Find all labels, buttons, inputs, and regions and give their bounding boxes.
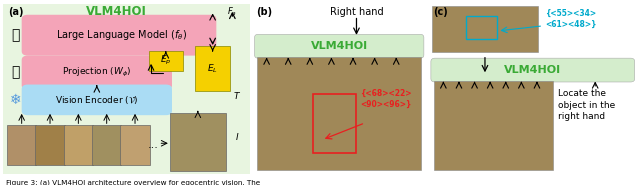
FancyBboxPatch shape	[255, 34, 424, 58]
FancyBboxPatch shape	[170, 113, 226, 171]
Text: $I$: $I$	[235, 131, 239, 142]
Text: VLM4HOI: VLM4HOI	[504, 65, 561, 75]
FancyBboxPatch shape	[92, 125, 122, 164]
FancyBboxPatch shape	[22, 85, 172, 115]
Text: (c): (c)	[433, 7, 448, 17]
FancyBboxPatch shape	[63, 125, 93, 164]
FancyBboxPatch shape	[257, 57, 421, 170]
Text: Right hand: Right hand	[330, 7, 383, 17]
Text: $F_a$: $F_a$	[227, 5, 237, 18]
FancyBboxPatch shape	[195, 46, 230, 90]
FancyBboxPatch shape	[431, 58, 635, 82]
Text: Vision Encoder $(\mathcal{V})$: Vision Encoder $(\mathcal{V})$	[55, 94, 139, 106]
Text: Large Language Model $(f_\theta)$: Large Language Model $(f_\theta)$	[56, 28, 187, 42]
FancyBboxPatch shape	[35, 125, 65, 164]
Text: ...: ...	[148, 140, 159, 150]
Text: {<68><22>
<90><96>}: {<68><22> <90><96>}	[360, 89, 412, 109]
Text: VLM4HOI: VLM4HOI	[310, 41, 368, 51]
Text: Locate the
object in the
right hand: Locate the object in the right hand	[558, 89, 615, 121]
Text: Projection $(W_\phi)$: Projection $(W_\phi)$	[62, 66, 131, 79]
Text: ❄: ❄	[10, 93, 21, 107]
Text: Figure 3: (a) VLM4HOI architecture overview for egocentric vision. The: Figure 3: (a) VLM4HOI architecture overv…	[6, 179, 260, 185]
FancyBboxPatch shape	[120, 125, 150, 164]
Text: $E_L$: $E_L$	[207, 62, 218, 75]
FancyBboxPatch shape	[1, 2, 252, 176]
Text: 🔥: 🔥	[12, 66, 20, 80]
Text: $E_p$: $E_p$	[160, 54, 172, 67]
Text: (a): (a)	[8, 7, 24, 17]
FancyBboxPatch shape	[22, 56, 172, 90]
FancyBboxPatch shape	[148, 51, 183, 71]
Text: (b): (b)	[256, 7, 273, 17]
FancyBboxPatch shape	[7, 125, 36, 164]
FancyBboxPatch shape	[432, 6, 538, 52]
Text: {<55><34>
<61><48>}: {<55><34> <61><48>}	[545, 9, 596, 29]
FancyBboxPatch shape	[434, 81, 552, 170]
FancyBboxPatch shape	[22, 15, 216, 56]
Text: 🔥: 🔥	[12, 28, 20, 42]
Text: $T$: $T$	[233, 90, 241, 101]
Text: VLM4HOI: VLM4HOI	[86, 5, 147, 18]
